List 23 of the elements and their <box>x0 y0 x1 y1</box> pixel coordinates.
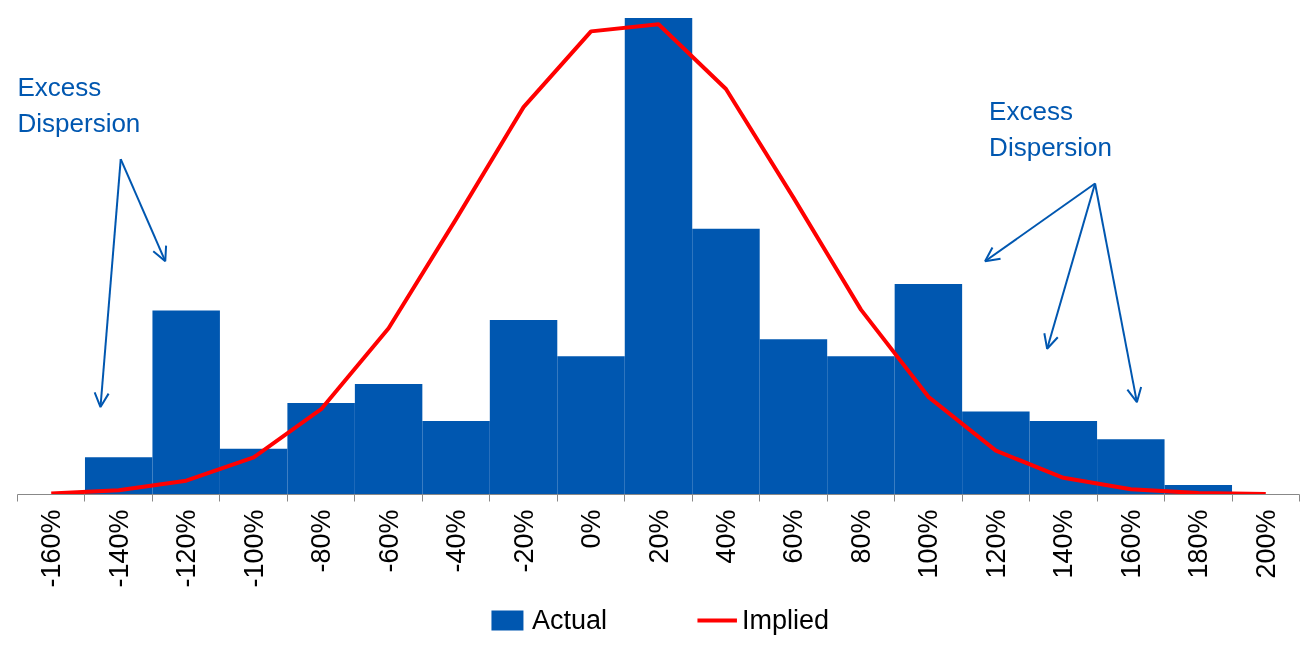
x-tick-label: 200% <box>1250 509 1281 579</box>
x-tick-label: -120% <box>171 509 202 588</box>
annotation: Excess Dispersion <box>989 95 1112 162</box>
x-tick-label: -40% <box>441 509 472 573</box>
x-tick-label: 60% <box>778 509 809 564</box>
x-tick-label: -80% <box>306 509 337 573</box>
x-tick-label: -60% <box>373 509 404 573</box>
x-tick-label: 80% <box>845 509 876 564</box>
legend-label: Actual <box>531 604 607 636</box>
x-tick-label: -20% <box>508 509 539 573</box>
x-tick-label: 0% <box>576 509 607 549</box>
annotation: Excess Dispersion <box>17 71 141 138</box>
x-tick-label: -160% <box>36 509 67 588</box>
x-tick-label: -100% <box>238 509 269 588</box>
x-tick-label: 20% <box>643 509 674 564</box>
x-tick-label: 120% <box>980 509 1011 579</box>
x-tick-label: 140% <box>1048 509 1079 579</box>
x-tick-label: 100% <box>913 509 944 579</box>
x-tick-label: 160% <box>1115 509 1146 579</box>
x-tick-label: 180% <box>1183 509 1214 579</box>
legend-label: Implied <box>742 604 830 636</box>
x-tick-label: 40% <box>710 509 741 564</box>
x-tick-label: -140% <box>103 509 134 588</box>
